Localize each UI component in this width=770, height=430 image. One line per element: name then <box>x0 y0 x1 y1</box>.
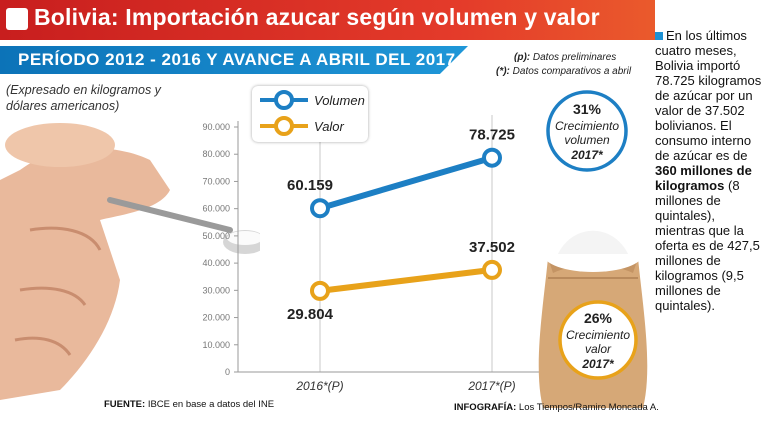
note-star-text: Datos comparativos a abril <box>512 66 632 77</box>
y-tick-label: 70.000 <box>202 176 230 186</box>
badge-volumen-line2: volumen <box>564 133 610 147</box>
y-tick-label: 90.000 <box>202 122 230 132</box>
page-title: Bolivia: Importación azucar según volume… <box>34 4 600 30</box>
badge-volumen-year: 2017* <box>570 148 604 162</box>
badge-volumen: 31% Crecimiento volumen 2017* <box>546 90 628 172</box>
badge-volumen-line1: Crecimiento <box>555 119 619 133</box>
note-p-key: (p): <box>514 52 531 63</box>
data-label-volumen: 78.725 <box>469 127 515 144</box>
footer-source: FUENTE: IBCE en base a datos del INE <box>104 399 274 410</box>
badge-valor: 26% Crecimiento valor 2017* <box>558 300 638 380</box>
y-tick-label: 50.000 <box>202 231 230 241</box>
bullet-square-icon <box>655 32 663 40</box>
data-point-volumen <box>482 147 502 168</box>
y-tick-label: 10.000 <box>202 340 230 350</box>
data-point-volumen <box>310 198 330 219</box>
period-banner <box>0 46 468 74</box>
legend-valor-label: Valor <box>314 119 344 134</box>
note-preliminary: (p): Datos preliminares <box>514 52 616 63</box>
footer-source-label: FUENTE: <box>104 399 146 410</box>
footer-infografia: INFOGRAFÍA: Los Tiempos/Ramiro Moncada A… <box>454 402 659 413</box>
period-title: PERÍODO 2012 - 2016 Y AVANCE A ABRIL DEL… <box>18 50 456 69</box>
footer-infog-text: Los Tiempos/Ramiro Moncada A. <box>518 402 659 413</box>
data-label-volumen: 60.159 <box>287 177 333 194</box>
chart-legend <box>252 86 368 142</box>
x-category-label: 2017*(P) <box>467 379 515 393</box>
data-label-valor: 29.804 <box>287 306 334 323</box>
note-comparative: (*): Datos comparativos a abril <box>496 66 631 77</box>
footer-source-text: IBCE en base a datos del INE <box>147 399 275 410</box>
badge-valor-line2: valor <box>585 342 612 356</box>
y-tick-label: 60.000 <box>202 204 230 214</box>
series-line-volumen <box>317 154 495 212</box>
badge-valor-year: 2017* <box>581 357 615 371</box>
y-tick-label: 0 <box>225 367 230 377</box>
series-line-valor <box>317 266 495 294</box>
legend-volumen-marker <box>274 90 294 110</box>
legend-valor-marker <box>274 116 294 136</box>
badge-valor-line1: Crecimiento <box>566 328 630 342</box>
x-category-label: 2016*(P) <box>295 379 343 393</box>
hand-spoon-illustration <box>0 123 260 400</box>
legend-volumen-label: Volumen <box>314 93 365 108</box>
y-tick-label: 30.000 <box>202 285 230 295</box>
side-text-part2: (8 millones de quintales), mientras que … <box>655 178 760 313</box>
data-label-valor: 37.502 <box>469 239 515 256</box>
note-p-text: Datos preliminares <box>532 52 617 63</box>
title-square-icon <box>6 8 28 30</box>
badge-volumen-percent: 31% <box>573 101 602 117</box>
legend-markers <box>260 90 308 136</box>
title-banner <box>0 0 655 40</box>
data-point-valor <box>310 280 330 301</box>
side-text-bold: 360 millones de kilogramos <box>655 163 752 193</box>
line-chart: 0 10.000 20.000 30.000 40.000 50.000 60.000 70.… <box>202 115 550 393</box>
side-text-part1: En los últimos cuatro meses, Bolivia imp… <box>655 28 762 163</box>
y-tick-label: 40.000 <box>202 258 230 268</box>
y-tick-label: 20.000 <box>202 313 230 323</box>
data-point-valor <box>482 259 502 280</box>
badge-valor-percent: 26% <box>584 310 613 326</box>
footer-infog-label: INFOGRAFÍA: <box>454 402 517 413</box>
side-text-panel: En los últimos cuatro meses, Bolivia imp… <box>655 28 767 313</box>
note-star-key: (*): <box>496 66 510 77</box>
chart-subtitle: (Expresado en kilogramos y dólares ameri… <box>6 83 161 113</box>
y-tick-label: 80.000 <box>202 149 230 159</box>
